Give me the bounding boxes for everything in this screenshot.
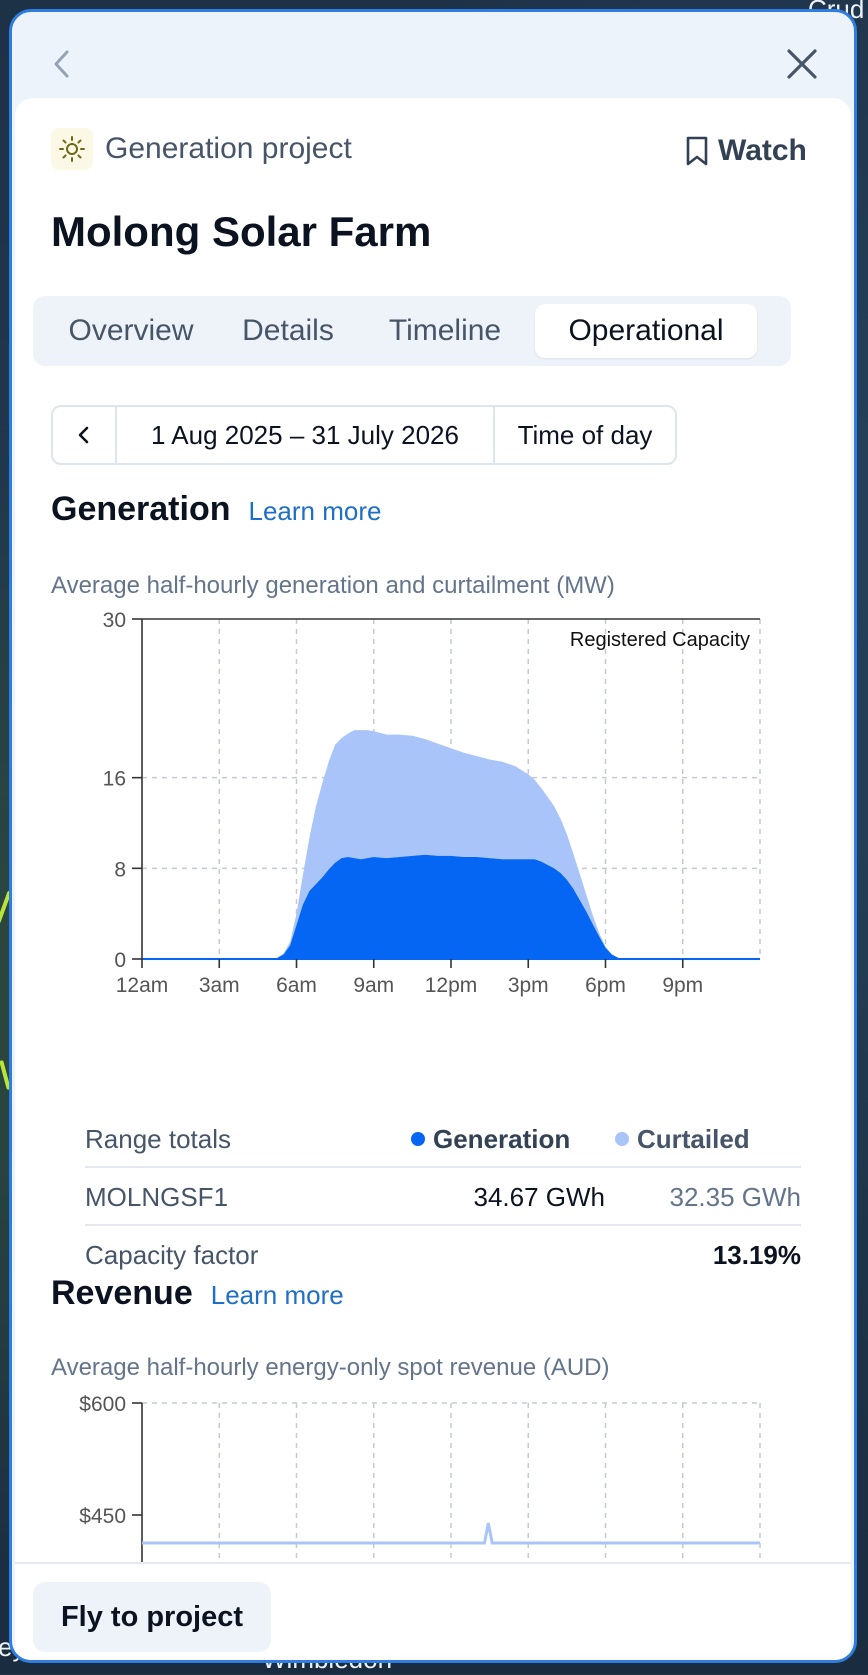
panel-content: Generation project Watch Molong Solar Fa… [15, 98, 851, 1562]
sun-icon [51, 128, 93, 170]
capacity-factor-label: Capacity factor [85, 1240, 259, 1270]
generation-section-header: Generation Learn more [51, 490, 381, 529]
table-row: Capacity factor 13.19% [85, 1226, 801, 1282]
chart-caption: Average half-hourly generation and curta… [51, 572, 615, 599]
unit-id: MOLNGSF1 [85, 1182, 229, 1212]
x-tick-label: 12pm [425, 974, 478, 997]
panel-topbar [12, 12, 854, 98]
close-button[interactable] [780, 42, 824, 86]
chart-caption: Average half-hourly energy-only spot rev… [51, 1354, 610, 1381]
revenue-series-line [142, 1522, 760, 1545]
tab-operational[interactable]: Operational [535, 304, 757, 358]
date-range-control: 1 Aug 2025 – 31 July 2026 Time of day [51, 405, 677, 465]
tab-details[interactable]: Details [242, 314, 334, 347]
y-tick-label: 16 [103, 768, 126, 791]
watch-button[interactable]: Watch [684, 134, 807, 168]
x-tick-label: 9am [353, 974, 394, 997]
section-title: Generation [51, 490, 231, 528]
legend-dot [615, 1132, 629, 1146]
x-tick-label: 3pm [508, 974, 549, 997]
close-icon [787, 49, 817, 79]
y-tick-label: $600 [79, 1393, 126, 1416]
y-tick-label: 8 [114, 858, 126, 881]
x-tick-label: 3am [199, 974, 240, 997]
back-button[interactable] [40, 42, 84, 86]
x-tick-label: 9pm [662, 974, 703, 997]
learn-more-link[interactable]: Learn more [210, 1280, 344, 1310]
generation-total: 34.67 GWh [473, 1182, 605, 1212]
watch-label: Watch [718, 134, 807, 167]
range-totals-table: Range totals Generation Curtailed MOLNGS… [85, 1110, 801, 1282]
tab-bar: Overview Details Timeline Operational [33, 296, 791, 366]
revenue-section-header: Revenue Learn more [51, 1274, 344, 1313]
range-totals-header: Range totals [85, 1124, 231, 1154]
fly-to-project-button[interactable]: Fly to project [33, 1582, 271, 1652]
date-range-selector[interactable]: 1 Aug 2025 – 31 July 2026 [115, 407, 493, 463]
revenue-chart[interactable]: $600 $450 [55, 1388, 815, 1562]
learn-more-link[interactable]: Learn more [248, 496, 382, 526]
time-of-day-toggle[interactable]: Time of day [493, 407, 675, 463]
curtailed-area [142, 730, 760, 959]
x-tick-label: 12am [116, 974, 169, 997]
y-tick-label: 0 [114, 949, 126, 972]
registered-capacity-label: Registered Capacity [570, 629, 750, 651]
tab-overview[interactable]: Overview [68, 314, 194, 347]
legend-dot [411, 1132, 425, 1146]
project-type: Generation project [51, 128, 352, 170]
legend-generation: Generation [411, 1124, 570, 1155]
curtailed-total: 32.35 GWh [669, 1182, 801, 1212]
previous-range-button[interactable] [53, 407, 115, 463]
generation-area [142, 854, 760, 959]
project-type-label: Generation project [105, 132, 352, 165]
y-tick-label: $450 [79, 1505, 126, 1528]
table-row: MOLNGSF1 34.67 GWh 32.35 GWh [85, 1168, 801, 1226]
capacity-factor-value: 13.19% [712, 1240, 801, 1270]
bookmark-icon [686, 136, 708, 166]
chevron-left-icon [54, 50, 69, 78]
y-tick-label: 30 [103, 609, 126, 632]
table-header-row: Range totals Generation Curtailed [85, 1110, 801, 1168]
x-tick-label: 6am [276, 974, 317, 997]
page-title: Molong Solar Farm [51, 208, 432, 255]
tab-timeline[interactable]: Timeline [388, 314, 502, 347]
panel-footer: Fly to project [15, 1562, 851, 1660]
generation-chart[interactable]: Registered Capacity 0 8 16 30 12am 3am 6am 9am 12… [55, 606, 815, 1016]
project-panel: Generation project Watch Molong Solar Fa… [9, 9, 857, 1663]
chevron-left-icon [78, 426, 89, 444]
x-tick-label: 6pm [585, 974, 626, 997]
section-title: Revenue [51, 1274, 193, 1312]
legend-curtailed: Curtailed [615, 1124, 750, 1155]
